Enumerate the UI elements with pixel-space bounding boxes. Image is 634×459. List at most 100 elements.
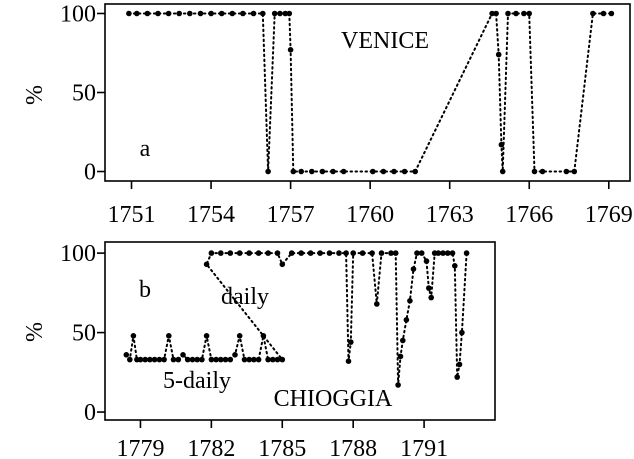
- x-tick-label: 1760: [346, 202, 394, 228]
- data-point: [563, 168, 570, 175]
- data-point: [444, 250, 451, 256]
- data-point: [345, 358, 352, 365]
- data-point: [456, 361, 463, 368]
- data-point: [265, 250, 271, 256]
- y-tick-label: 100: [60, 1, 96, 27]
- data-point: [260, 333, 267, 339]
- data-point: [513, 10, 519, 17]
- data-point: [380, 168, 387, 175]
- data-point: [526, 10, 532, 17]
- data-point: [407, 298, 413, 304]
- annotation-daily: daily: [221, 284, 269, 310]
- data-point: [403, 317, 410, 323]
- data-point: [203, 261, 210, 268]
- annotation-panel-label: a: [140, 136, 151, 162]
- data-point: [126, 10, 132, 17]
- data-point: [270, 356, 276, 363]
- data-point: [184, 356, 191, 363]
- data-point: [241, 356, 248, 363]
- data-point: [279, 261, 286, 268]
- data-point: [277, 10, 283, 17]
- data-point: [197, 10, 204, 17]
- data-point: [319, 168, 326, 175]
- data-point: [170, 356, 177, 363]
- data-point: [208, 250, 215, 256]
- data-point: [395, 382, 401, 388]
- data-point: [161, 356, 167, 363]
- data-point: [218, 250, 224, 256]
- y-axis-label: %: [22, 322, 48, 342]
- data-point: [440, 250, 446, 256]
- y-tick-label: 50: [72, 321, 96, 347]
- data-point: [156, 356, 163, 363]
- series-line: [125, 252, 468, 386]
- data-point: [232, 352, 238, 358]
- data-point: [203, 333, 210, 339]
- data-point: [134, 10, 140, 17]
- data-point: [489, 10, 495, 17]
- data-point: [218, 356, 224, 363]
- data-point: [348, 339, 354, 345]
- data-point: [199, 356, 205, 363]
- data-point: [418, 250, 425, 256]
- y-axis-label: %: [22, 85, 48, 105]
- data-point: [151, 356, 158, 363]
- data-point: [428, 294, 435, 301]
- data-point: [236, 333, 243, 339]
- x-tick-label: 1769: [585, 202, 633, 228]
- data-point: [391, 168, 397, 175]
- data-point: [412, 168, 419, 175]
- data-point: [290, 168, 297, 175]
- data-point: [287, 47, 294, 53]
- data-point: [505, 10, 511, 17]
- data-point: [137, 356, 144, 363]
- data-point: [463, 250, 470, 256]
- data-point: [498, 141, 505, 148]
- data-point: [600, 10, 607, 17]
- data-point: [435, 250, 442, 256]
- data-point: [571, 168, 578, 175]
- plot-frame: [104, 241, 496, 421]
- data-point: [265, 168, 271, 175]
- data-point: [130, 333, 137, 339]
- data-point: [608, 10, 615, 17]
- data-point: [388, 250, 394, 256]
- data-point: [397, 353, 404, 360]
- data-point: [255, 356, 262, 363]
- data-point: [590, 10, 596, 17]
- data-point: [142, 356, 148, 363]
- data-point: [208, 10, 214, 17]
- x-tick-label: 1782: [187, 436, 235, 459]
- data-point: [309, 168, 315, 175]
- data-point: [521, 10, 527, 17]
- data-point: [369, 250, 375, 256]
- data-point: [236, 250, 243, 256]
- data-point: [274, 250, 281, 256]
- data-point: [176, 10, 182, 17]
- data-point: [246, 250, 252, 256]
- data-point: [414, 250, 420, 256]
- x-tick-label: 1754: [187, 202, 235, 228]
- data-point: [499, 168, 506, 175]
- data-point: [410, 266, 417, 272]
- data-point: [123, 352, 130, 358]
- data-point: [189, 356, 196, 363]
- data-point: [343, 250, 349, 256]
- data-point: [155, 10, 161, 17]
- data-point: [392, 250, 399, 256]
- x-tick-label: 1788: [329, 436, 377, 459]
- data-point: [227, 250, 234, 256]
- data-point: [401, 168, 408, 175]
- data-point: [459, 329, 465, 336]
- data-point: [359, 250, 366, 256]
- data-point: [426, 285, 432, 291]
- data-point: [531, 168, 538, 175]
- x-tick-label: 1763: [426, 202, 474, 228]
- x-tick-label: 1751: [108, 202, 156, 228]
- data-point: [147, 356, 153, 363]
- data-point: [286, 10, 293, 17]
- x-tick-label: 1779: [116, 436, 164, 459]
- data-point: [227, 356, 234, 363]
- annotation-chioggia: CHIOGGIA: [274, 386, 393, 412]
- data-point: [194, 356, 200, 363]
